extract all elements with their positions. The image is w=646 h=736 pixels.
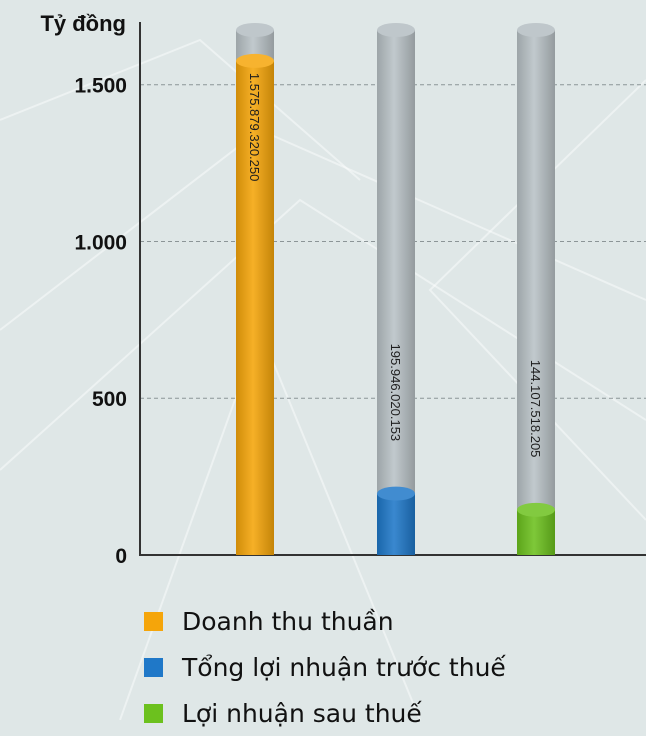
legend-label: Lợi nhuận sau thuế (182, 698, 422, 728)
legend: Doanh thu thuần Tổng lợi nhuận trước thu… (144, 598, 506, 736)
bar-track (377, 30, 415, 555)
legend-item-loi-nhuan-sau-thue: Lợi nhuận sau thuế (144, 690, 506, 736)
data-label: 1.575.879.320.250 (247, 73, 262, 181)
bar-track-cap (517, 23, 555, 37)
bar-group: 144.107.518.205 (517, 23, 555, 555)
legend-swatch-blue (144, 657, 163, 677)
data-label: 195.946.020.153 (388, 344, 403, 442)
bar-track (517, 30, 555, 555)
bar (236, 60, 274, 555)
legend-item-loi-nhuan-truoc-thue: Tổng lợi nhuận trước thuế (144, 644, 506, 690)
legend-item-doanh-thu: Doanh thu thuần (144, 598, 506, 644)
y-tick-label: 1.500 (74, 75, 127, 98)
y-tick-label: 500 (92, 388, 127, 411)
bar-group: 195.946.020.153 (377, 23, 415, 555)
data-label: 144.107.518.205 (528, 360, 543, 458)
legend-swatch-orange (144, 611, 163, 631)
y-tick-label: 0 (115, 545, 127, 568)
bar-track-cap (377, 23, 415, 37)
bar-chart: Tỷ đồng 0 500 1.000 1.500 1.575.879.320.250… (40, 11, 646, 568)
bar-cap (377, 486, 415, 501)
bars: 1.575.879.320.250 195.946.020.153 144.107.… (236, 23, 555, 555)
legend-label: Tổng lợi nhuận trước thuế (182, 652, 506, 682)
bar-group: 1.575.879.320.250 (236, 23, 274, 555)
legend-swatch-green (144, 703, 163, 723)
y-axis-title: Tỷ đồng (40, 11, 126, 36)
legend-label: Doanh thu thuần (182, 606, 394, 636)
bar-cap (236, 53, 274, 68)
y-axis-ticks: 0 500 1.000 1.500 (74, 75, 127, 568)
bar-cap (517, 502, 555, 517)
bar (517, 509, 555, 555)
bar (377, 493, 415, 555)
y-tick-label: 1.000 (74, 231, 127, 254)
bar-track-cap (236, 23, 274, 37)
